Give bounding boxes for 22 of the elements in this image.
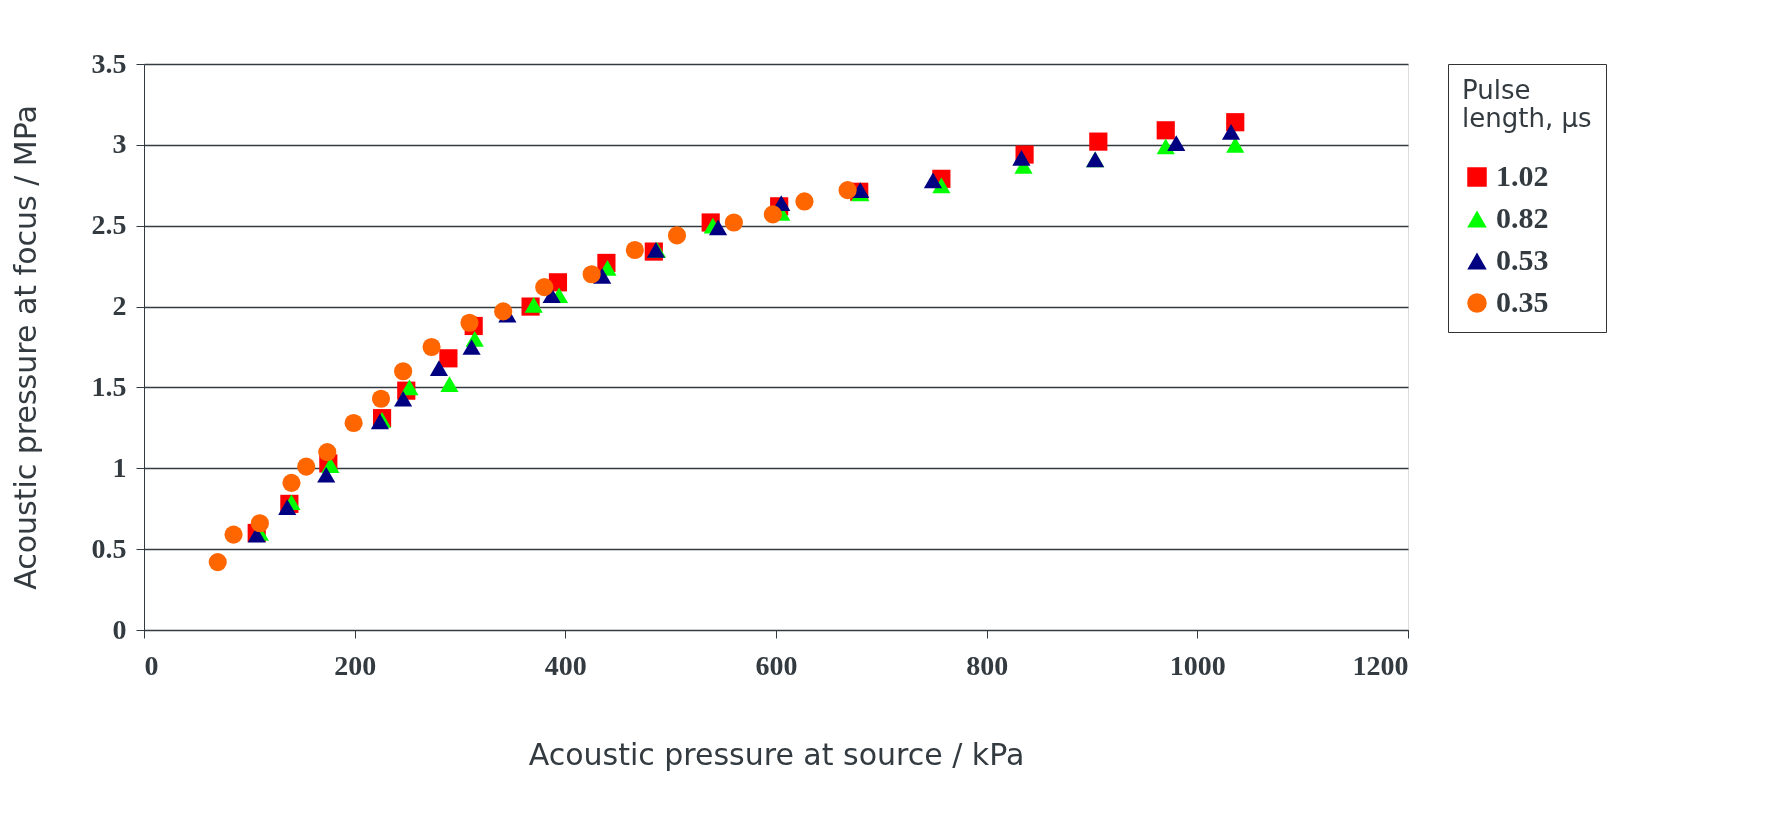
y-tick-label: 0 — [112, 613, 127, 645]
y-tick-label: 2 — [112, 290, 127, 322]
y-tick-label: 3 — [112, 128, 127, 160]
x-tick-label: 800 — [966, 649, 1009, 681]
y-tick-label: 1.5 — [91, 370, 127, 402]
y-tick-label: 2.5 — [91, 209, 127, 241]
legend-label: 1.02 — [1496, 159, 1549, 192]
x-tick-label: 1200 — [1352, 649, 1409, 681]
y-tick-label: 0.5 — [91, 532, 127, 564]
x-tick-label: 200 — [334, 649, 377, 681]
y-tick-label: 1 — [112, 451, 127, 483]
x-axis-title: Acoustic pressure at source / kPa — [528, 736, 1025, 772]
y-axis-title: Acoustic pressure at focus / MPa — [7, 105, 43, 590]
x-tick-label: 0 — [144, 649, 159, 681]
x-tick-label: 400 — [544, 649, 587, 681]
legend-label: 0.53 — [1496, 243, 1549, 276]
x-tick-label: 1000 — [1169, 649, 1226, 681]
legend-title: Pulse length, μs — [1462, 75, 1592, 133]
legend-label: 0.35 — [1496, 285, 1549, 318]
y-tick-label: 3.5 — [91, 47, 127, 79]
legend-label: 0.82 — [1496, 201, 1549, 234]
x-tick-label: 600 — [755, 649, 798, 681]
